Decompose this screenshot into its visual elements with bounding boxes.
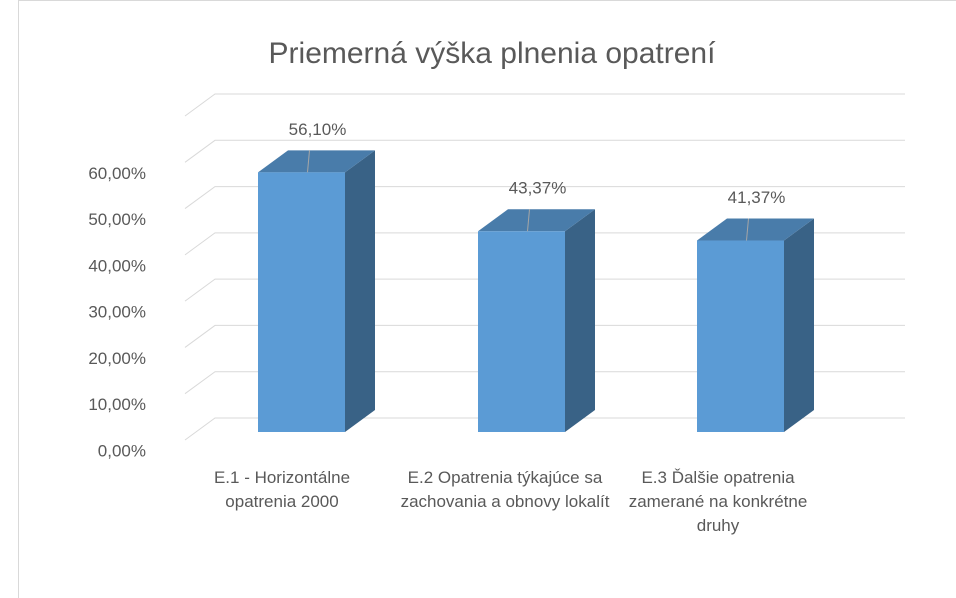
bar [478, 231, 565, 432]
y-tick-label: 10,00% [88, 395, 146, 414]
leader-line [746, 218, 749, 241]
grid-line [184, 186, 905, 209]
bar-top [258, 150, 375, 173]
chart-border [18, 0, 956, 598]
x-tick-label: E.2 Opatrenia týkajúce sa zachovania a o… [400, 468, 610, 511]
grid-line [184, 371, 905, 395]
value-label: 56,10% [289, 120, 347, 139]
value-label: 41,37% [728, 188, 786, 207]
bar [258, 172, 345, 432]
y-tick-label: 30,00% [88, 303, 146, 322]
bar-side [784, 218, 814, 432]
leader-line [527, 209, 530, 232]
grid-line [184, 139, 905, 163]
chart-title: Priemerná výška plnenia opatrení [269, 37, 717, 70]
bar-side [345, 150, 375, 432]
y-tick-label: 40,00% [88, 256, 146, 275]
y-tick-label: 50,00% [88, 210, 146, 229]
grid-line [184, 324, 905, 348]
bar-top [478, 209, 595, 232]
value-label: 43,37% [509, 179, 567, 198]
grid-line [184, 232, 905, 256]
bar-top [697, 218, 814, 241]
grid-line [184, 278, 905, 302]
bar [697, 240, 784, 432]
x-tick-label: E.3 Ďalšie opatrenia zamerané na konkrét… [628, 468, 808, 535]
y-tick-label: 20,00% [88, 349, 146, 368]
y-tick-label: 60,00% [88, 164, 146, 183]
x-tick-label: E.1 - Horizontálne opatrenia 2000 [213, 468, 351, 511]
y-tick-label: 0,00% [98, 441, 146, 460]
bar-side [565, 209, 595, 432]
leader-line [307, 150, 310, 173]
grid-line [184, 93, 905, 117]
grid-line [184, 417, 905, 441]
